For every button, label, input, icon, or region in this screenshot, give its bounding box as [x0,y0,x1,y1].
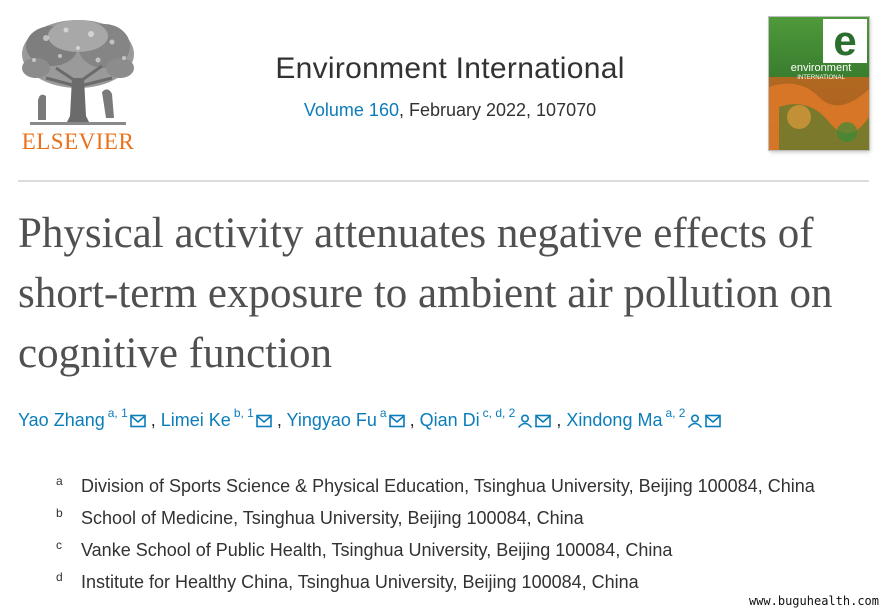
author-item[interactable]: Yingyao Fu a [286,406,410,430]
author-name[interactable]: Limei Ke [160,410,231,430]
author-name[interactable]: Xindong Ma [566,410,663,430]
affiliation-item: b School of Medicine, Tsinghua Universit… [56,506,876,538]
author-separator: , [150,410,161,430]
author-item[interactable]: Qian Di c, d, 2 [419,406,557,430]
author-list: Yao Zhang a, 1 , Limei Ke b, 1 , Yingyao F… [18,406,878,431]
volume-link[interactable]: Volume 160 [303,100,399,120]
author-affil-ref[interactable]: a, 2 [665,406,686,420]
cover-line-2: INTERNATIONAL [797,75,845,81]
publisher-wordmark: ELSEVIER [21,129,135,154]
affiliation-label: a [56,474,63,488]
affiliation-item: d Institute for Healthy China, Tsinghua … [56,570,876,602]
author-separator: , [556,410,567,430]
affiliation-label: c [56,538,62,552]
email-icon[interactable] [388,414,405,428]
header-divider [18,180,869,182]
cover-line-1: environment [791,62,852,74]
email-icon[interactable] [129,414,146,428]
author-item[interactable]: Limei Ke b, 1 [160,406,277,430]
person-icon[interactable] [687,414,703,428]
affiliation-text: Division of Sports Science & Physical Ed… [81,476,815,496]
email-icon[interactable] [256,414,272,428]
author-name[interactable]: Qian Di [419,410,480,430]
article-header: ELSEVIER Environment International Volum… [0,0,886,182]
author-affil-ref[interactable]: a, 1 [107,406,128,420]
author-name[interactable]: Yingyao Fu [286,410,377,430]
affiliation-label: b [56,506,63,520]
author-affil-ref[interactable]: c, d, 2 [482,406,516,420]
person-icon[interactable] [517,414,533,428]
author-affil-ref[interactable]: a [379,406,387,420]
email-icon[interactable] [705,414,722,428]
author-item[interactable]: Yao Zhang a, 1 [18,406,151,430]
elsevier-tree-icon [22,20,134,125]
author-separator: , [276,410,287,430]
article-title: Physical activity attenuates negative ef… [18,210,833,377]
elsevier-logo[interactable]: ELSEVIER [16,16,140,156]
author-separator: , [409,410,420,430]
journal-title[interactable]: Environment International [275,52,625,85]
affiliation-text: School of Medicine, Tsinghua University,… [81,508,584,528]
affiliation-text: Institute for Healthy China, Tsinghua Un… [81,572,639,592]
author-affil-ref[interactable]: b, 1 [233,406,254,420]
affiliation-text: Vanke School of Public Health, Tsinghua … [81,540,673,560]
affiliation-item: a Division of Sports Science & Physical … [56,474,876,506]
watermark: www.buguhealth.com [745,594,882,608]
cover-letter: e [833,17,856,64]
issue-details: , February 2022, 107070 [398,100,597,120]
author-item[interactable]: Xindong Ma a, 2 [566,406,722,430]
issue-info: Volume 160, February 2022, 107070 [140,100,760,121]
author-name[interactable]: Yao Zhang [18,410,105,430]
affiliation-list: a Division of Sports Science & Physical … [56,474,876,602]
journal-cover-image[interactable]: e environment INTERNATIONAL [769,17,869,150]
affiliation-item: c Vanke School of Public Health, Tsinghu… [56,538,876,570]
email-icon[interactable] [535,414,552,428]
affiliation-label: d [56,570,63,584]
